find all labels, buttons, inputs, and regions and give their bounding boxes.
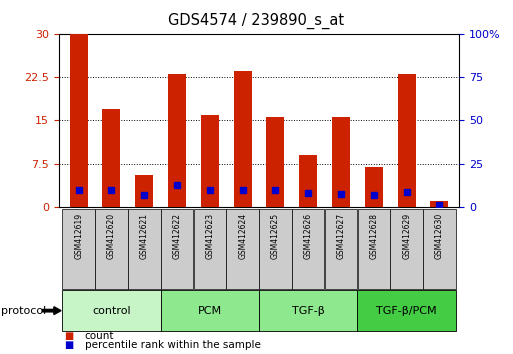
Bar [430,201,448,207]
Bar [292,209,325,289]
Text: control: control [92,306,131,316]
Bar [62,290,161,331]
Bar [358,209,390,289]
Bar [95,209,128,289]
Bar [233,71,252,207]
Text: TGF-β: TGF-β [292,306,325,316]
Bar [365,167,383,207]
Bar [128,209,161,289]
Text: GSM412625: GSM412625 [271,213,280,259]
Text: GSM412627: GSM412627 [337,213,346,259]
Bar [358,290,456,331]
Bar [135,175,153,207]
Text: ■: ■ [64,331,73,341]
Bar [390,209,423,289]
Bar [70,34,88,207]
Text: PCM: PCM [198,306,222,316]
Bar [299,155,317,207]
Text: GDS4574 / 239890_s_at: GDS4574 / 239890_s_at [168,12,345,29]
Text: GSM412619: GSM412619 [74,213,83,259]
Text: GSM412626: GSM412626 [304,213,313,259]
Text: percentile rank within the sample: percentile rank within the sample [85,341,261,350]
Bar [103,109,121,207]
Bar [398,74,416,207]
Bar [423,209,456,289]
Bar [259,209,292,289]
Text: GSM412630: GSM412630 [435,213,444,259]
Text: GSM412620: GSM412620 [107,213,116,259]
Bar [161,290,259,331]
Bar [63,209,95,289]
Text: GSM412628: GSM412628 [369,213,379,259]
Text: GSM412621: GSM412621 [140,213,149,259]
Bar [168,74,186,207]
Text: TGF-β/PCM: TGF-β/PCM [377,306,437,316]
Text: count: count [85,331,114,341]
Bar [332,118,350,207]
Text: GSM412629: GSM412629 [402,213,411,259]
Bar [266,118,285,207]
Text: ■: ■ [64,341,73,350]
Bar [161,209,193,289]
Text: GSM412623: GSM412623 [205,213,214,259]
Text: GSM412624: GSM412624 [238,213,247,259]
Bar [226,209,259,289]
Text: GSM412622: GSM412622 [172,213,182,259]
Bar [201,115,219,207]
Bar [193,209,226,289]
Bar [259,290,358,331]
Bar [325,209,357,289]
Text: protocol: protocol [1,306,46,316]
